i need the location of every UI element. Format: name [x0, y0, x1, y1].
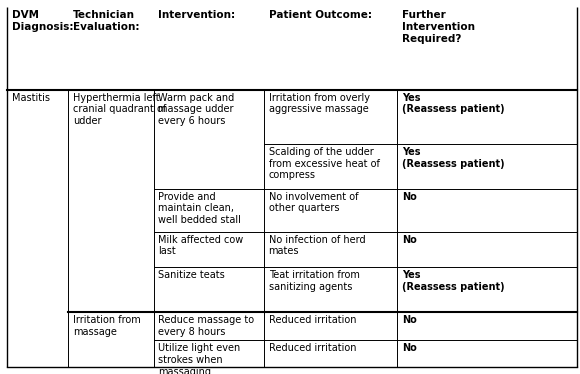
Text: Reduced irritation: Reduced irritation [269, 343, 356, 353]
Text: Scalding of the udder
from excessive heat of
compress: Scalding of the udder from excessive hea… [269, 147, 379, 180]
Text: Intervention:: Intervention: [158, 10, 235, 21]
Text: No: No [402, 235, 416, 245]
Text: Yes
(Reassess patient): Yes (Reassess patient) [402, 270, 505, 292]
Text: No: No [402, 192, 416, 202]
Text: Reduce massage to
every 8 hours: Reduce massage to every 8 hours [158, 315, 255, 337]
Text: Further
Intervention
Required?: Further Intervention Required? [402, 10, 475, 44]
Text: Yes
(Reassess patient): Yes (Reassess patient) [402, 147, 505, 169]
Text: Patient Outcome:: Patient Outcome: [269, 10, 372, 21]
Text: Milk affected cow
last: Milk affected cow last [158, 235, 244, 257]
Text: Mastitis: Mastitis [12, 93, 50, 103]
Text: Warm pack and
massage udder
every 6 hours: Warm pack and massage udder every 6 hour… [158, 93, 234, 126]
Text: Reduced irritation: Reduced irritation [269, 315, 356, 325]
Text: Sanitize teats: Sanitize teats [158, 270, 225, 280]
Text: Hyperthermia left
cranial quadrant of
udder: Hyperthermia left cranial quadrant of ud… [73, 93, 166, 126]
Text: Irritation from overly
aggressive massage: Irritation from overly aggressive massag… [269, 93, 369, 114]
Text: Utilize light even
strokes when
massaging: Utilize light even strokes when massagin… [158, 343, 241, 374]
Text: Yes
(Reassess patient): Yes (Reassess patient) [402, 93, 505, 114]
Text: No: No [402, 343, 416, 353]
Text: No: No [402, 315, 416, 325]
Text: Teat irritation from
sanitizing agents: Teat irritation from sanitizing agents [269, 270, 360, 292]
Text: Irritation from
massage: Irritation from massage [73, 315, 141, 337]
Text: No involvement of
other quarters: No involvement of other quarters [269, 192, 358, 214]
Text: DVM
Diagnosis:: DVM Diagnosis: [12, 10, 73, 32]
Text: Provide and
maintain clean,
well bedded stall: Provide and maintain clean, well bedded … [158, 192, 241, 225]
Text: Technician
Evaluation:: Technician Evaluation: [73, 10, 140, 32]
Text: No infection of herd
mates: No infection of herd mates [269, 235, 365, 257]
